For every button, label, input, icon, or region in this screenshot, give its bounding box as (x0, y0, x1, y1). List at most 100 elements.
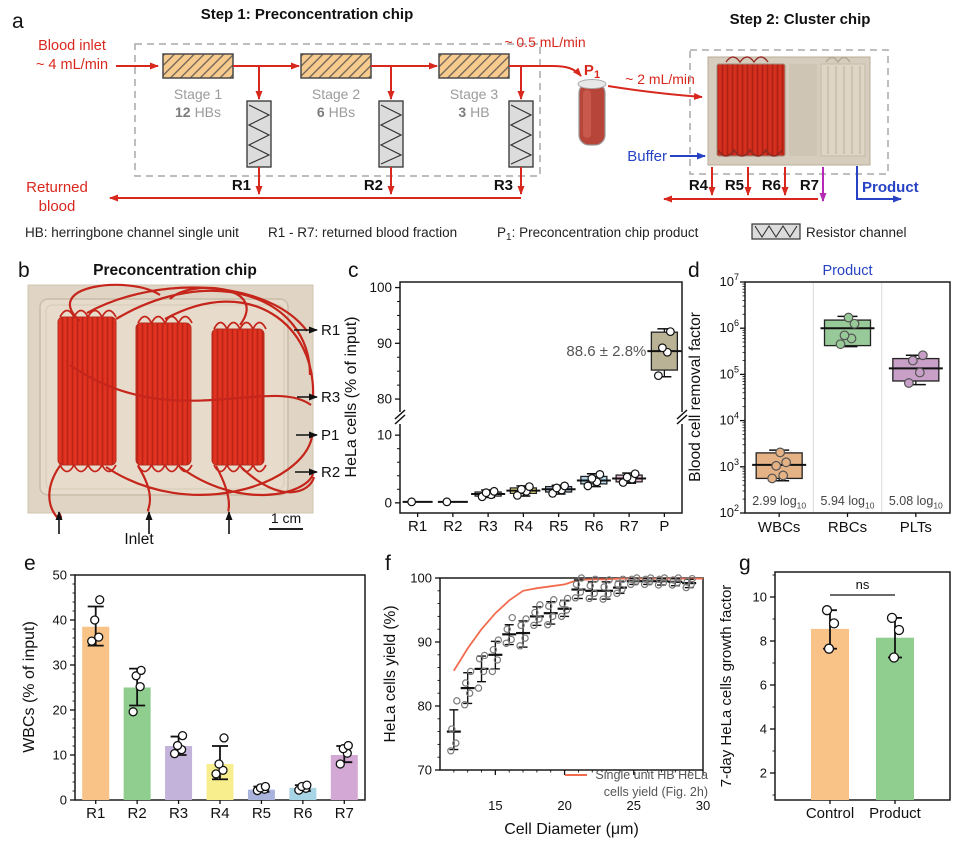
exponent: 4 (734, 411, 739, 421)
sub: 10 (933, 501, 943, 511)
y-tick-label: 30 (53, 658, 67, 673)
bar-R5 (247, 789, 275, 800)
x-axis-label: Cell Diameter (μm) (504, 821, 639, 838)
sample-point (917, 350, 928, 361)
sample-point (903, 378, 914, 388)
step2-dashed-box (689, 49, 889, 175)
y-tick-label: 20 (53, 703, 67, 718)
y-tick-label: 50 (53, 568, 67, 583)
sample-point (481, 488, 491, 498)
mean-annotation: 88.6 ± 2.8% (566, 343, 646, 360)
observation-point (563, 594, 572, 603)
resistor-zigzag-3 (509, 104, 533, 165)
step1-dashed-box (134, 43, 541, 177)
sample-point (516, 484, 526, 494)
sample-point (595, 470, 605, 479)
x-tick-label: R7 (335, 805, 354, 822)
chamber-1 (57, 316, 117, 466)
p1-tube-body (578, 82, 606, 146)
sub: 10 (865, 501, 875, 511)
sample-point (778, 470, 789, 481)
step2-title: Step 2: Cluster chip (730, 11, 871, 28)
observation-point (557, 612, 566, 621)
sample-point (767, 473, 778, 484)
sample-point (622, 472, 632, 482)
y-tick-label: 106 (720, 318, 739, 335)
sample-point (771, 460, 782, 471)
observation-point (571, 594, 580, 602)
p1-tube-cap (577, 79, 607, 89)
x-tick-label: R3 (479, 518, 498, 535)
sample-point (489, 486, 499, 496)
exponent: 5 (734, 364, 739, 374)
flow-2-label: ~ 2 mL/min (625, 71, 695, 87)
y-tick-label: 90 (377, 336, 392, 351)
panel-f-yield-scatter: f HeLa cells yield (%) 70 80 90 100 15 20 25 30 Ce… (382, 552, 710, 838)
y-tick-label: 70 (418, 763, 432, 778)
manifold-bottom-3 (213, 462, 267, 473)
base: 10 (720, 459, 734, 474)
manifold-top-2 (137, 315, 193, 325)
p1-label: P1 (584, 62, 600, 81)
p1-tube (577, 79, 607, 146)
y-tick-label: 80 (418, 699, 432, 714)
sample-point (821, 605, 833, 616)
y-tick-label: 105 (720, 364, 739, 381)
observation-point (453, 697, 461, 705)
observation-point (507, 635, 515, 644)
stage3-name: Stage 3 (450, 86, 498, 102)
y-tick-label: 103 (720, 457, 739, 474)
x-tick-label: R6 (293, 805, 312, 822)
y-tick-label: 104 (720, 411, 739, 428)
observation-point (475, 654, 484, 663)
observation-point (489, 645, 498, 654)
sample-point (214, 759, 224, 769)
sample-point (87, 636, 97, 646)
exponent: 3 (734, 457, 739, 467)
observation-point (508, 613, 516, 622)
y-tick-label: 100 (369, 280, 392, 295)
legend-label-line2: cells yield (Fig. 2h) (604, 785, 708, 799)
y-tick-label: 2 (760, 766, 767, 781)
x-tick-label: 25 (627, 798, 641, 813)
base: 10 (720, 274, 734, 289)
sample-point (630, 469, 640, 479)
tubing (215, 465, 230, 512)
exponent: 7 (734, 272, 739, 282)
resistor-zigzag-1 (247, 104, 271, 165)
returned-blood-label-2: blood (39, 198, 76, 215)
observation-point (502, 639, 510, 647)
stage2-name: Stage 2 (312, 86, 360, 102)
sample-point (136, 665, 146, 676)
r6-label: R6 (762, 177, 781, 194)
observation-point (516, 642, 524, 650)
y-tick-label: 100 (410, 571, 432, 586)
y-tick-label: 90 (418, 635, 432, 650)
observation-point (614, 580, 622, 589)
sample-point (843, 312, 854, 323)
observation-point (479, 667, 488, 676)
panel-label-c: c (348, 259, 359, 282)
sample-point (172, 740, 183, 751)
tubing (69, 283, 161, 322)
value: 5.08 log (889, 494, 934, 508)
sample-point (94, 632, 104, 642)
observation-point (628, 575, 636, 583)
axis-break-mark (394, 409, 406, 420)
sample-point (828, 618, 840, 629)
observation-point (586, 581, 594, 590)
x-tick-label: R5 (549, 518, 568, 535)
observation-point (535, 615, 543, 623)
x-tick-label: R1 (86, 805, 105, 822)
sample-point (888, 652, 900, 663)
panel-b-photo: b Preconcentration chip (18, 259, 340, 548)
observation-point (488, 667, 497, 676)
scalebar-label: 1 cm (271, 510, 301, 526)
resistor-zigzag-2 (379, 104, 403, 165)
panel-e-wbc-barchart: e WBCs (% of input) 0 10 20 30 40 50 R1 R2 R3 R4 R5 R… (21, 552, 366, 822)
sample-point (90, 615, 100, 625)
observation-point (447, 747, 455, 755)
observation-point (517, 621, 525, 630)
sample-point (335, 759, 345, 769)
legend-resistor-label: Resistor channel (806, 225, 907, 240)
